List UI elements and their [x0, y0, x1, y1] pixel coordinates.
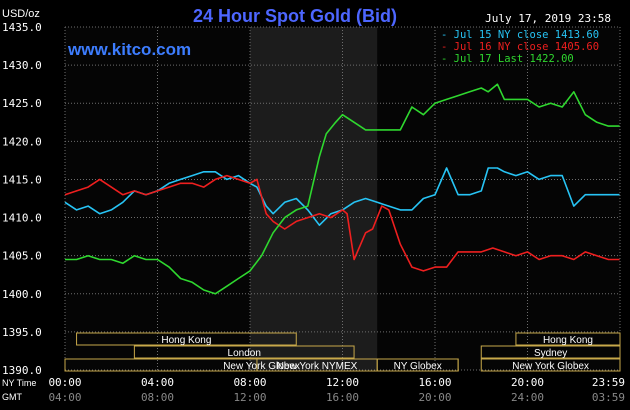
y-tick-label: 1425.0: [2, 97, 42, 110]
x-tick-gmt: 04:00: [48, 391, 81, 404]
x-row-label-gmt: GMT: [2, 392, 22, 402]
x-tick-ny: 20:00: [511, 376, 544, 389]
x-tick-ny: 04:00: [141, 376, 174, 389]
x-tick-gmt: 08:00: [141, 391, 174, 404]
website-watermark: www.kitco.com: [67, 40, 191, 59]
x-tick-ny: 12:00: [326, 376, 359, 389]
session-bar: [76, 332, 297, 346]
legend: - Jul 15 NY close 1413.60- Jul 16 NY clo…: [441, 29, 599, 65]
series-line-3: [65, 83, 620, 295]
session-label: New York Globex: [223, 361, 300, 372]
y-tick-label: 1390.0: [2, 364, 42, 377]
session-label: New York NYMEX: [277, 361, 358, 372]
x-tick-gmt: 16:00: [326, 391, 359, 404]
y-tick-label: 1420.0: [2, 135, 42, 148]
session-bar: [515, 332, 621, 346]
price-series: [64, 83, 620, 295]
y-tick-label: 1405.0: [2, 250, 42, 263]
x-tick-ny: 23:59: [592, 376, 625, 389]
series-line-2: [64, 174, 620, 272]
session-bar: [376, 358, 459, 372]
session-label: Hong Kong: [161, 335, 211, 346]
session-label: New York Globex: [512, 361, 589, 372]
x-tick-gmt: 03:59: [592, 391, 625, 404]
session-label: NY Globex: [394, 361, 442, 372]
x-tick-gmt: 24:00: [511, 391, 544, 404]
y-tick-label: 1410.0: [2, 212, 42, 225]
x-row-label-ny: NY Time: [2, 378, 36, 388]
y-tick-label: 1430.0: [2, 59, 42, 72]
x-tick-ny: 00:00: [48, 376, 81, 389]
session-bar: [480, 358, 621, 372]
x-tick-ny: 16:00: [418, 376, 451, 389]
x-tick-ny: 08:00: [233, 376, 266, 389]
session-label: Hong Kong: [543, 335, 593, 346]
y-unit-label: USD/oz: [2, 8, 40, 20]
session-label: Sydney: [534, 348, 567, 359]
y-tick-label: 1415.0: [2, 173, 42, 186]
x-tick-gmt: 20:00: [418, 391, 451, 404]
grid-lines: [64, 26, 621, 371]
session-bar: [133, 345, 355, 359]
legend-entry-1: - Jul 15 NY close 1413.60: [441, 29, 599, 41]
y-tick-label: 1435.0: [2, 21, 42, 34]
session-label: London: [228, 348, 261, 359]
session-bar: [480, 345, 621, 359]
x-axis: NY Time GMT 00:00 04:00 08:00 12:00 16:00 20:00…: [2, 376, 625, 404]
y-tick-label: 1400.0: [2, 288, 42, 301]
y-axis: 1435.0 1430.0 1425.0 1420.0 1415.0 1410.0 1405…: [2, 21, 42, 377]
x-tick-gmt: 12:00: [233, 391, 266, 404]
legend-entry-3: - Jul 17 Last 1422.00: [441, 53, 574, 65]
y-tick-label: 1395.0: [2, 326, 42, 339]
legend-entry-2: - Jul 16 NY close 1405.60: [441, 41, 599, 53]
timestamp: July 17, 2019 23:58: [485, 12, 611, 25]
trading-session-shade: [250, 27, 378, 370]
chart-title: 24 Hour Spot Gold (Bid): [193, 6, 397, 26]
